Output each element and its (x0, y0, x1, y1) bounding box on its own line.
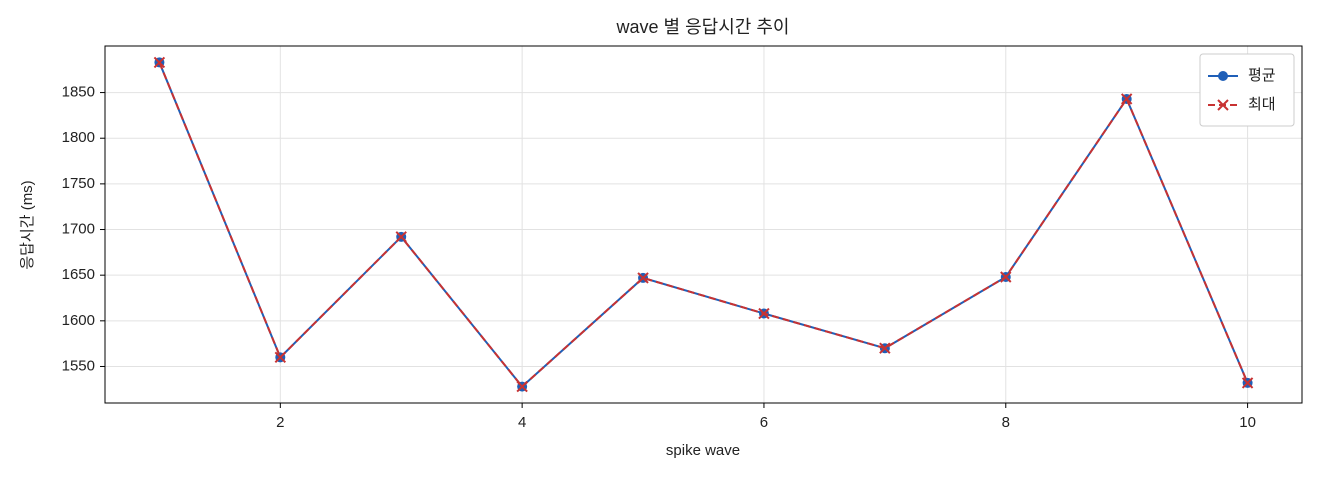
y-tick-label: 1700 (62, 220, 95, 237)
marker (1000, 271, 1012, 283)
marker (1218, 71, 1228, 81)
marker (1120, 93, 1133, 105)
y-tick-label: 1750 (62, 175, 95, 192)
y-tick-label: 1850 (62, 84, 95, 101)
marker (516, 380, 528, 393)
line (158, 62, 1249, 389)
legend-label: 최대 (1248, 96, 1276, 113)
y-axis-label: 응답시간 (ms) (19, 180, 36, 269)
x-tick-label: 10 (1239, 414, 1256, 431)
marker (153, 56, 166, 69)
chart-title: wave 별 응답시간 추이 (616, 17, 790, 37)
marker (274, 351, 287, 364)
marker (1241, 377, 1254, 389)
y-tick-label: 1650 (62, 266, 95, 283)
x-tick-label: 6 (760, 414, 768, 431)
x-tick-label: 8 (1002, 414, 1010, 431)
y-tick-label: 1800 (62, 129, 95, 146)
legend-label: 평균 (1248, 67, 1276, 84)
x-tick-label: 2 (276, 414, 284, 431)
x-tick-label: 4 (518, 414, 526, 431)
marker (637, 272, 649, 284)
legend-box (1199, 53, 1295, 127)
y-tick-label: 1600 (62, 312, 95, 329)
marker (758, 307, 770, 320)
marker (879, 342, 891, 354)
x-axis-label: spike wave (666, 442, 740, 459)
line (158, 62, 1249, 389)
y-tick-label: 1550 (62, 357, 95, 374)
plot-frame (104, 45, 1303, 404)
marker (395, 231, 407, 243)
marker (1217, 99, 1229, 111)
